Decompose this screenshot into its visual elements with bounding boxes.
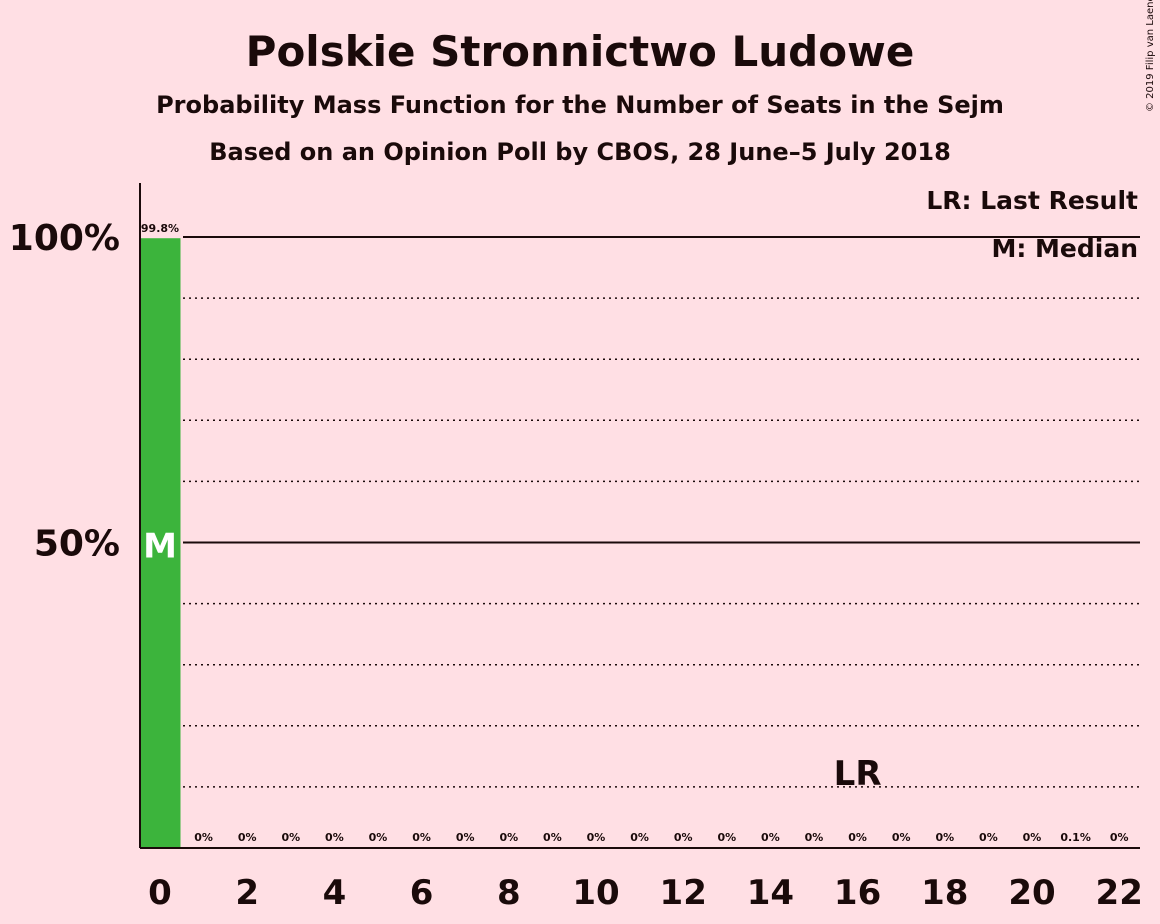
- legend-median: M: Median: [991, 234, 1138, 263]
- bar-value-label: 0%: [499, 831, 518, 844]
- x-tick-label: 14: [747, 873, 794, 913]
- bar-value-label: 0%: [805, 831, 824, 844]
- chart-title: Polskie Stronnictwo Ludowe: [246, 27, 915, 76]
- x-tick-label: 12: [660, 873, 707, 913]
- bar-value-label: 0%: [412, 831, 431, 844]
- x-tick-label: 16: [834, 873, 881, 913]
- bar-value-label: 0%: [848, 831, 867, 844]
- bar-value-label: 0%: [935, 831, 954, 844]
- x-tick-label: 0: [148, 873, 172, 913]
- chart-subtitle: Probability Mass Function for the Number…: [156, 91, 1004, 119]
- bar-value-label: 0%: [587, 831, 606, 844]
- legend-last-result: LR: Last Result: [926, 186, 1138, 215]
- bar-value-label: 0.1%: [1060, 831, 1091, 844]
- x-tick-label: 6: [410, 873, 434, 913]
- bar-value-label: 0%: [325, 831, 344, 844]
- chart-subtitle-2: Based on an Opinion Poll by CBOS, 28 Jun…: [209, 138, 951, 166]
- bar-value-label: 0%: [761, 831, 780, 844]
- x-tick-label: 2: [235, 873, 259, 913]
- bar-value-label: 0%: [892, 831, 911, 844]
- bar-value-label: 99.8%: [141, 222, 179, 235]
- bar-value-label: 0%: [369, 831, 388, 844]
- y-tick-label: 100%: [9, 218, 120, 259]
- copyright-text: © 2019 Filip van Laenen: [1145, 0, 1156, 112]
- bar-value-label: 0%: [543, 831, 562, 844]
- x-tick-label: 20: [1008, 873, 1055, 913]
- y-tick-label: 50%: [34, 524, 120, 565]
- bar-value-label: 0%: [281, 831, 300, 844]
- last-result-marker: LR: [834, 754, 882, 794]
- bar-value-label: 0%: [1110, 831, 1129, 844]
- bar-value-label: 0%: [194, 831, 213, 844]
- x-tick-label: 4: [323, 873, 347, 913]
- bar-value-label: 0%: [717, 831, 736, 844]
- bar-value-label: 0%: [238, 831, 257, 844]
- bar-value-label: 0%: [979, 831, 998, 844]
- bar: [139, 238, 181, 849]
- x-tick-label: 18: [921, 873, 968, 913]
- bar-value-label: 0%: [1023, 831, 1042, 844]
- bar-value-label: 0%: [456, 831, 475, 844]
- plot-area: 99.8% 0% 0% 0% 0% 0% 0% 0% 0% 0% 0% 0% 0% 0% 0% 0% 0% 0% 0…: [9, 183, 1143, 913]
- bar-value-label: 0%: [630, 831, 649, 844]
- x-tick-label: 22: [1096, 873, 1143, 913]
- median-marker: M: [143, 527, 177, 567]
- x-tick-label: 10: [572, 873, 619, 913]
- bar-value-label: 0%: [674, 831, 693, 844]
- x-tick-label: 8: [497, 873, 521, 913]
